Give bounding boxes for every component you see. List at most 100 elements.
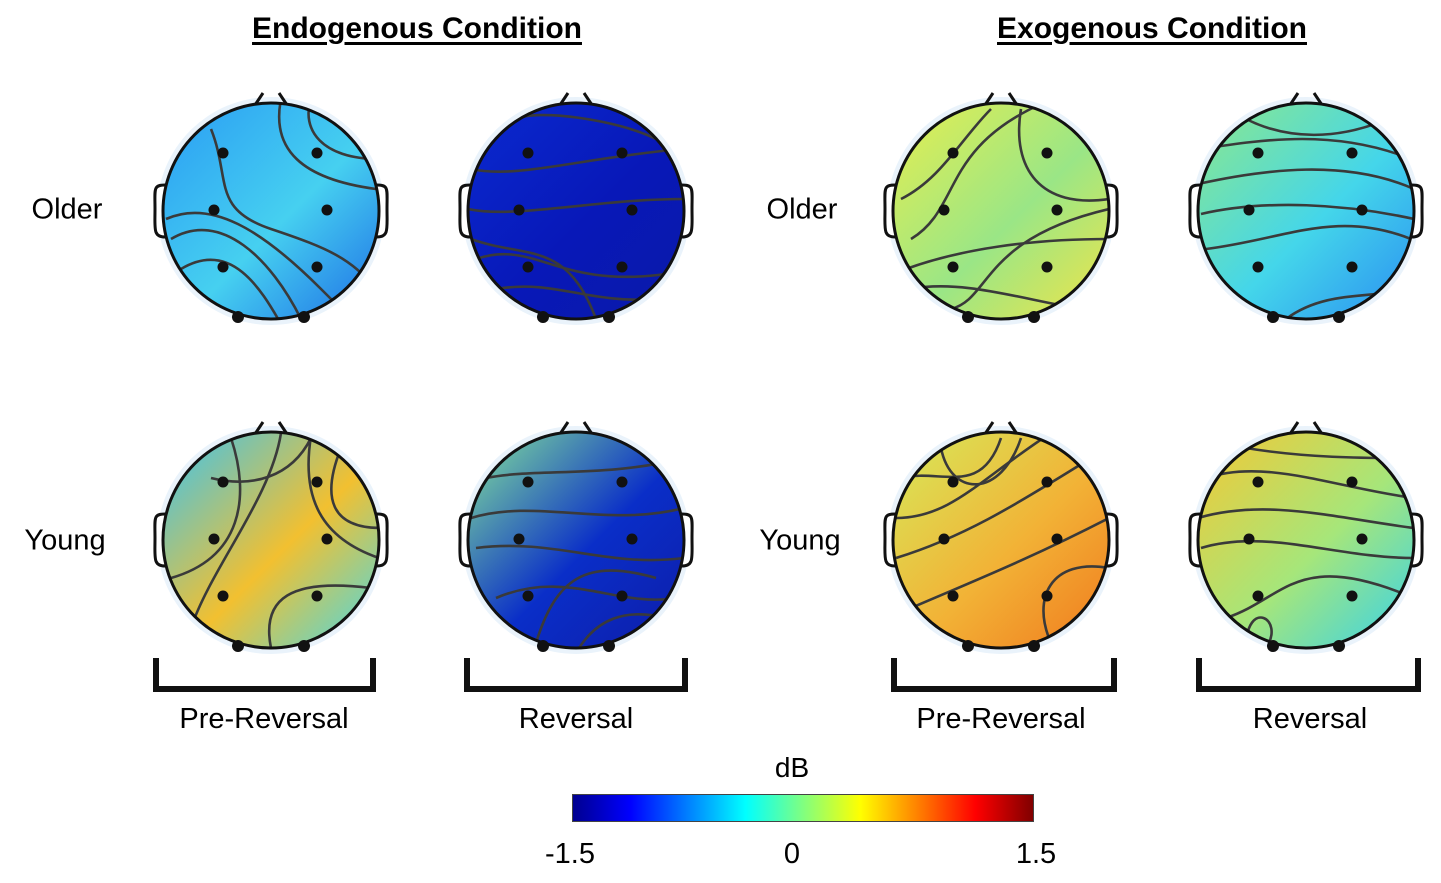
electrode-dot <box>1041 590 1053 602</box>
scalp-field <box>163 103 379 319</box>
contour-line <box>910 516 1109 610</box>
contour-line <box>307 435 379 560</box>
colorbar-label: dB <box>774 752 810 783</box>
occipital-marker <box>1333 640 1345 652</box>
contour-line <box>180 258 283 319</box>
electrode-dot <box>947 476 959 488</box>
head-outline <box>161 430 381 650</box>
contour-line <box>330 447 379 530</box>
scalp-field <box>893 103 1109 319</box>
topomap-exo-older-rev <box>1188 92 1424 325</box>
contour-line <box>1198 168 1414 191</box>
contour-line <box>910 103 1042 241</box>
electrode-dot <box>1346 590 1358 602</box>
head-outline <box>466 430 686 650</box>
scalp-field <box>468 103 684 319</box>
topomap-endo-young-rev <box>458 421 694 654</box>
col-label-endo-pre: Pre-Reversal <box>179 703 349 735</box>
colorbar-tick-max: 1.5 <box>1015 838 1057 870</box>
contour-line <box>475 544 684 562</box>
contour-line <box>170 228 303 319</box>
electrode-dot <box>1346 476 1358 488</box>
contour-line <box>475 252 667 279</box>
contour-line <box>900 108 992 201</box>
topomap-exo-young-pre <box>883 421 1119 654</box>
endogenous-title: Endogenous Condition <box>252 12 582 45</box>
row-label-young-endo: Young <box>24 524 106 557</box>
occipital-marker <box>962 311 974 323</box>
contour-line <box>267 584 372 648</box>
electrode-dot <box>208 533 220 545</box>
electrode-dot <box>626 204 638 216</box>
electrode-dot <box>522 476 534 488</box>
electrode-dot <box>1252 147 1264 159</box>
head-outline <box>891 430 1111 650</box>
occipital-marker <box>1267 640 1279 652</box>
electrode-dot <box>217 590 229 602</box>
contour-line <box>939 437 1023 486</box>
bracket-exo-rev <box>1196 658 1421 692</box>
scalp-field <box>1198 103 1414 319</box>
occipital-marker <box>1267 311 1279 323</box>
contour-line <box>495 285 657 301</box>
contour-line <box>1225 575 1414 620</box>
bracket-endo-rev <box>464 658 688 692</box>
electrode-dot <box>208 204 220 216</box>
electrode-dot <box>321 533 333 545</box>
contour-line <box>895 456 1092 560</box>
head-outline <box>466 101 686 321</box>
electrode-dot <box>513 533 525 545</box>
col-label-endo-rev: Reversal <box>518 703 634 735</box>
topomap-endo-young-pre <box>153 421 389 654</box>
contour-line <box>468 197 684 214</box>
contour-line <box>950 207 1109 311</box>
contour-line <box>534 569 657 644</box>
col-label-exo-pre: Pre-Reversal <box>916 703 1086 735</box>
electrode-dot <box>522 261 534 273</box>
contour-line <box>170 437 242 580</box>
bracket-exo-pre <box>891 658 1117 692</box>
occipital-marker <box>962 640 974 652</box>
head-outline <box>1196 101 1416 321</box>
electrode-dot <box>1252 476 1264 488</box>
electrode-dot <box>1041 476 1053 488</box>
electrode-dot <box>616 147 628 159</box>
electrode-dot <box>1252 590 1264 602</box>
occipital-marker <box>1028 311 1040 323</box>
occipital-marker <box>1333 311 1345 323</box>
electrode-dot <box>1243 204 1255 216</box>
electrode-dot <box>626 533 638 545</box>
occipital-marker <box>603 311 615 323</box>
electrode-dot <box>947 590 959 602</box>
electrode-dot <box>513 204 525 216</box>
contour-line <box>1205 470 1414 500</box>
electrode-dot <box>1041 147 1053 159</box>
electrode-dot <box>217 476 229 488</box>
head-outline <box>161 101 381 321</box>
electrode-dot <box>616 261 628 273</box>
electrode-dot <box>522 590 534 602</box>
occipital-marker <box>298 311 310 323</box>
col-label-exo-rev: Reversal <box>1252 703 1368 735</box>
contour-line <box>470 506 684 520</box>
exogenous-title: Exogenous Condition <box>997 12 1307 45</box>
head-outline <box>1196 430 1416 650</box>
contour-line <box>1042 565 1109 644</box>
electrode-dot <box>1041 261 1053 273</box>
contour-line <box>1200 203 1414 221</box>
occipital-marker <box>232 640 244 652</box>
electrode-dot <box>311 147 323 159</box>
colorbar-tick-mid: 0 <box>783 838 801 870</box>
electrode-dot <box>947 261 959 273</box>
contour-line <box>895 432 1052 520</box>
contour-line <box>1198 508 1414 530</box>
electrode-dot <box>938 204 950 216</box>
electrode-dot <box>616 476 628 488</box>
electrode-dot <box>938 533 950 545</box>
occipital-marker <box>537 311 549 323</box>
electrode-dot <box>311 590 323 602</box>
occipital-marker <box>1028 640 1040 652</box>
scalp-field <box>163 432 379 648</box>
contour-line <box>1017 108 1109 202</box>
electrode-dot <box>1051 204 1063 216</box>
